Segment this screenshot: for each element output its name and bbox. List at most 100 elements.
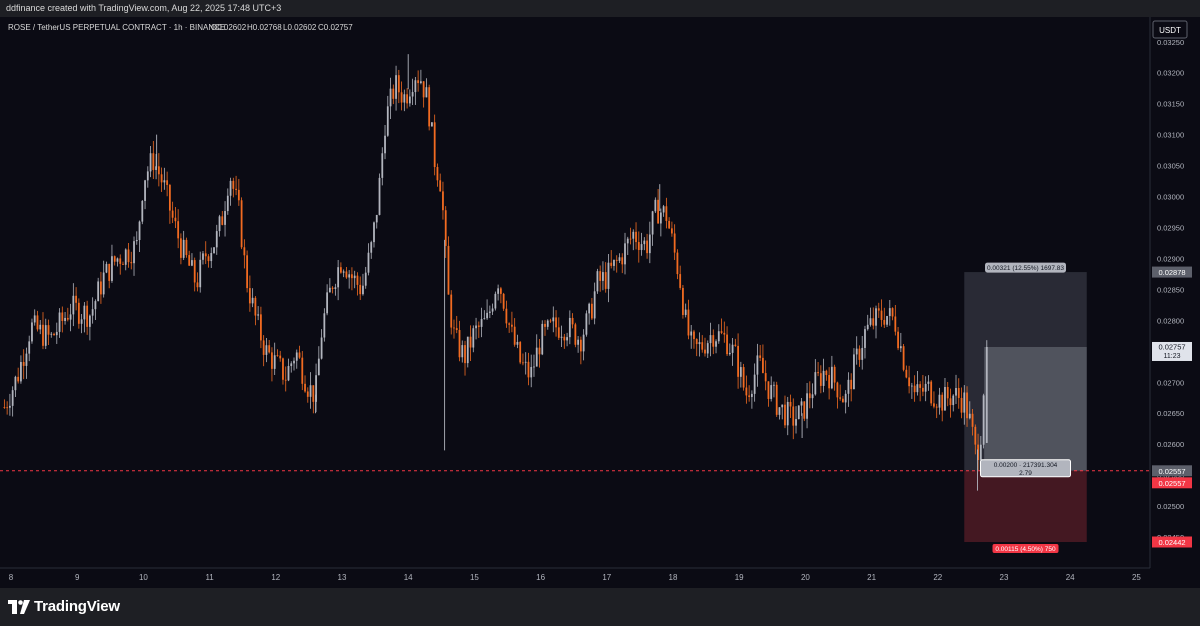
candle-body bbox=[130, 262, 133, 264]
profit-label-box bbox=[985, 262, 1067, 273]
currency-button[interactable] bbox=[1152, 20, 1188, 39]
candle-body bbox=[659, 212, 662, 224]
current-price-tag-box bbox=[1152, 341, 1192, 361]
candle-body bbox=[168, 184, 171, 211]
price-axis[interactable]: 0.03250 0.03200 0.03150 0.03100 0.03050 0.030… bbox=[1152, 38, 1192, 548]
candle-body bbox=[442, 191, 444, 211]
candle-body bbox=[538, 347, 541, 355]
candle-body bbox=[122, 263, 124, 265]
candle-body bbox=[924, 383, 927, 392]
candle-body bbox=[913, 385, 916, 393]
candle-body bbox=[461, 345, 464, 358]
price-chart[interactable]: 0.03250 0.03200 0.03150 0.03100 0.03050 0.030… bbox=[0, 0, 1200, 588]
candle-body bbox=[64, 317, 66, 321]
candle-body bbox=[775, 384, 778, 415]
candle-body bbox=[767, 381, 770, 399]
candle-body bbox=[58, 312, 61, 332]
candle-body bbox=[213, 247, 215, 254]
tradingview-logo[interactable]: TradingView bbox=[8, 598, 120, 615]
date-tick-label: 14 bbox=[404, 573, 413, 582]
candle-body bbox=[287, 366, 290, 381]
candle-body bbox=[706, 343, 709, 354]
legend-low: L0.02602 bbox=[283, 23, 317, 32]
candle-body bbox=[935, 406, 938, 408]
candle-body bbox=[334, 287, 337, 289]
candle-body bbox=[563, 336, 566, 341]
candle-body bbox=[94, 301, 97, 310]
candle-body bbox=[3, 407, 6, 408]
candle-body bbox=[433, 122, 436, 168]
candle-body bbox=[91, 309, 94, 316]
candle-body bbox=[254, 297, 257, 316]
candle-body bbox=[72, 295, 75, 315]
stop-price-tag-text: 0.02442 bbox=[1158, 538, 1185, 547]
candle-body bbox=[149, 153, 152, 172]
candle-body bbox=[516, 341, 519, 345]
candle-body bbox=[527, 361, 530, 378]
legend-high: H0.02768 bbox=[247, 23, 282, 32]
candle-body bbox=[486, 312, 488, 319]
candle-body bbox=[853, 354, 855, 390]
candle-body bbox=[762, 357, 764, 374]
candle-body bbox=[42, 324, 44, 346]
candle-body bbox=[400, 92, 403, 103]
candle-body bbox=[778, 407, 781, 415]
candle-body bbox=[411, 92, 414, 97]
candle-body bbox=[952, 395, 955, 406]
candle-body bbox=[69, 314, 72, 320]
candle-body bbox=[872, 318, 875, 326]
loss-label-text: 0.00115 (4.50%) 750 bbox=[995, 546, 1056, 553]
candle-body bbox=[185, 239, 188, 256]
candle-body bbox=[97, 281, 100, 302]
candle-body bbox=[298, 352, 301, 358]
candle-body bbox=[850, 379, 853, 390]
candle-body bbox=[218, 216, 221, 232]
candle-body bbox=[643, 240, 646, 245]
candle-body bbox=[102, 272, 105, 295]
candle-body bbox=[748, 395, 751, 397]
candle-body bbox=[268, 345, 271, 353]
candle-body bbox=[199, 259, 202, 288]
candle-body bbox=[166, 180, 169, 185]
candle-body bbox=[880, 310, 883, 320]
candle-body bbox=[47, 325, 50, 335]
candle-body bbox=[745, 387, 748, 396]
candle-body bbox=[759, 355, 762, 358]
candle-body bbox=[613, 259, 615, 266]
candle-body bbox=[742, 367, 745, 388]
candle-body bbox=[905, 369, 908, 378]
candle-body bbox=[477, 325, 480, 327]
candle-body bbox=[894, 316, 897, 332]
time-axis[interactable]: 8 9 10 11 12 13 14 15 16 17 18 19 20 21 22 23 24 25 bbox=[9, 573, 1142, 582]
candle-body bbox=[657, 199, 660, 224]
candle-body bbox=[436, 167, 439, 181]
candle-body bbox=[715, 341, 717, 347]
candle-body bbox=[326, 292, 329, 314]
candle-body bbox=[458, 330, 461, 358]
candle-body bbox=[786, 401, 789, 426]
candle-body bbox=[739, 367, 742, 377]
legend-symbol[interactable]: ROSE / TetherUS PERPETUAL CONTRACT · 1h … bbox=[8, 23, 225, 32]
position-zones[interactable] bbox=[964, 272, 1087, 542]
candle-body bbox=[615, 259, 618, 261]
candle-body bbox=[839, 397, 842, 399]
candle-body bbox=[693, 331, 695, 340]
candle-body bbox=[105, 263, 108, 273]
candle-body bbox=[519, 341, 522, 363]
candle-body bbox=[384, 135, 386, 154]
candle-body bbox=[499, 288, 502, 294]
candle-body bbox=[574, 324, 577, 345]
candle-body bbox=[899, 346, 902, 349]
candle-body bbox=[508, 323, 511, 325]
legend-close: C0.02757 bbox=[318, 23, 353, 32]
chart-caption: ddfinance created with TradingView.com, … bbox=[6, 3, 282, 13]
candle-body bbox=[800, 401, 803, 406]
candle-body bbox=[127, 249, 130, 263]
candle-body bbox=[279, 355, 282, 359]
candle-body bbox=[419, 81, 422, 84]
candle-body bbox=[949, 398, 952, 406]
candle-body bbox=[317, 358, 320, 376]
candle-body bbox=[690, 331, 693, 336]
candle-body bbox=[8, 405, 11, 408]
price-tick-label: 0.03000 bbox=[1157, 193, 1184, 202]
